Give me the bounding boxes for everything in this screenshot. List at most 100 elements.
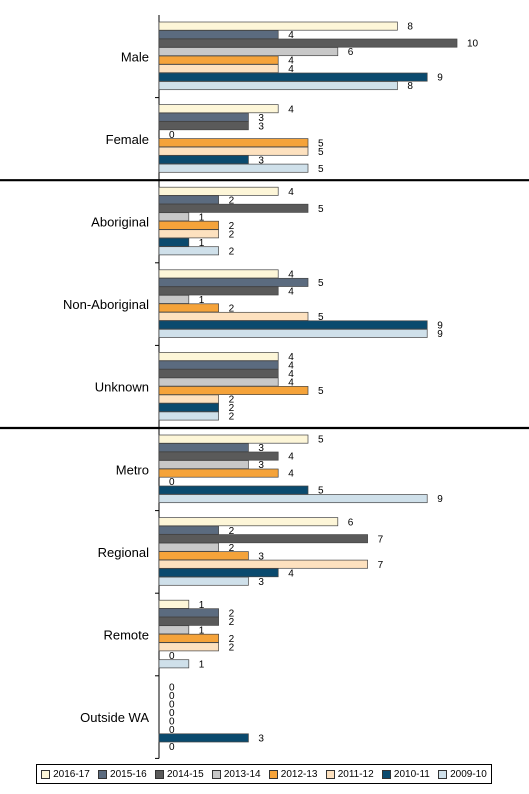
data-label: 2 xyxy=(229,526,235,537)
bar xyxy=(158,542,219,552)
data-label: 5 xyxy=(318,164,324,175)
bar xyxy=(158,411,219,421)
bar xyxy=(158,286,279,296)
data-label: 8 xyxy=(407,81,413,92)
legend-label: 2015-16 xyxy=(110,768,147,780)
bar xyxy=(158,352,279,361)
data-label: 2 xyxy=(229,246,235,257)
data-label: 0 xyxy=(169,717,175,728)
bar xyxy=(158,155,249,165)
bar xyxy=(158,246,219,256)
data-label: 4 xyxy=(288,287,294,298)
data-label: 1 xyxy=(199,625,205,636)
bar xyxy=(158,146,309,156)
bar xyxy=(158,360,279,370)
data-label: 0 xyxy=(169,477,175,488)
data-label: 3 xyxy=(258,155,264,166)
legend-swatch xyxy=(154,769,164,779)
data-label: 2 xyxy=(229,642,235,653)
data-label: 4 xyxy=(288,361,294,372)
data-label: 4 xyxy=(288,270,294,281)
bar xyxy=(158,394,219,404)
bar xyxy=(158,64,279,74)
bar xyxy=(158,369,279,378)
data-label: 2 xyxy=(229,617,235,628)
bar xyxy=(158,525,219,535)
data-label: 5 xyxy=(318,486,324,497)
data-label: 0 xyxy=(169,683,175,694)
data-label: 5 xyxy=(318,435,324,446)
bar xyxy=(158,733,249,743)
data-label: 3 xyxy=(258,121,264,132)
bar xyxy=(158,460,249,470)
category-label: Regional xyxy=(98,545,149,560)
bar xyxy=(158,328,428,338)
data-label: 0 xyxy=(169,708,175,719)
bar xyxy=(158,21,398,31)
bar xyxy=(158,659,190,669)
data-label: 5 xyxy=(318,386,324,397)
data-label: 2 xyxy=(229,304,235,315)
data-label: 4 xyxy=(288,30,294,41)
category-label: Unknown xyxy=(95,380,149,395)
bar xyxy=(158,468,279,478)
bar xyxy=(158,303,219,313)
bar xyxy=(158,237,190,247)
data-label: 4 xyxy=(288,378,294,389)
data-label: 3 xyxy=(258,551,264,562)
data-label: 0 xyxy=(169,651,175,662)
data-label: 2 xyxy=(229,403,235,414)
data-label: 0 xyxy=(169,130,175,141)
bar xyxy=(158,104,279,114)
data-label: 3 xyxy=(258,443,264,454)
bar xyxy=(158,403,219,412)
legend-swatch xyxy=(211,769,221,779)
data-label: 1 xyxy=(199,238,205,249)
bar xyxy=(158,47,339,57)
bar xyxy=(158,517,339,527)
data-label: 5 xyxy=(318,312,324,323)
legend-swatch xyxy=(98,769,108,779)
bar xyxy=(158,576,249,586)
bar xyxy=(158,212,190,222)
data-label: 4 xyxy=(288,56,294,67)
legend: 2016-17 2015-16 2014-15 2013-14 2012-13 2011-… xyxy=(36,764,492,784)
bar xyxy=(158,494,428,504)
category-label: Outside WA xyxy=(80,710,149,725)
data-label: 4 xyxy=(288,369,294,380)
data-label: 4 xyxy=(288,64,294,75)
legend-swatch xyxy=(41,769,51,779)
data-label: 2 xyxy=(229,543,235,554)
bar xyxy=(158,568,279,578)
data-label: 4 xyxy=(288,104,294,115)
data-label: 5 xyxy=(318,204,324,215)
bar xyxy=(158,534,368,544)
legend-label: 2011-12 xyxy=(337,768,374,780)
data-label: 7 xyxy=(378,560,384,571)
data-label: 2 xyxy=(229,412,235,423)
data-label: 9 xyxy=(437,321,443,332)
data-label: 2 xyxy=(229,634,235,645)
data-label: 0 xyxy=(169,725,175,736)
legend-label: 2013-14 xyxy=(223,768,261,780)
data-label: 10 xyxy=(467,39,479,50)
legend-item: 2010-11 xyxy=(381,768,430,780)
bar xyxy=(158,55,279,65)
bar xyxy=(158,277,309,287)
data-label: 5 xyxy=(318,138,324,149)
data-label: 2 xyxy=(229,395,235,406)
legend-item: 2011-12 xyxy=(325,768,374,780)
legend-item: 2013-14 xyxy=(211,768,261,780)
legend-label: 2010-11 xyxy=(393,768,430,780)
legend-swatch xyxy=(381,769,391,779)
data-label: 0 xyxy=(169,700,175,711)
bar xyxy=(158,311,309,321)
data-label: 1 xyxy=(199,600,205,611)
data-label: 5 xyxy=(318,278,324,289)
bar xyxy=(158,599,190,609)
category-label: Non-Aboriginal xyxy=(63,297,149,312)
data-label: 9 xyxy=(437,494,443,505)
data-label: 0 xyxy=(169,691,175,702)
legend-item: 2009-10 xyxy=(438,769,487,780)
